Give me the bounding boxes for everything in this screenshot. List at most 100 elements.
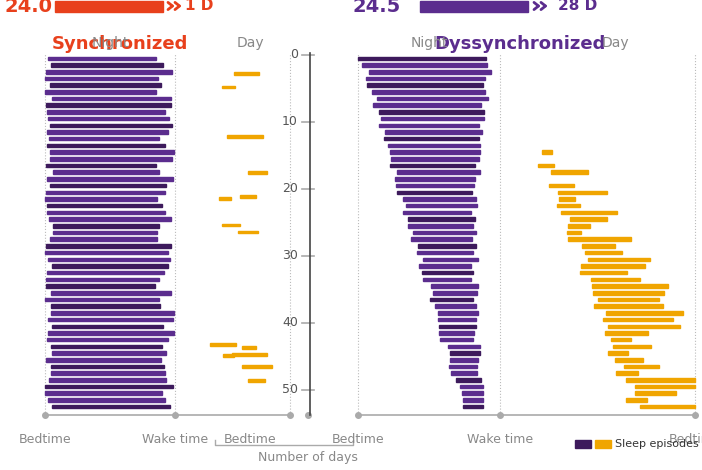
Bar: [397, 190, 472, 194]
Text: Sleep episodes: Sleep episodes: [615, 439, 698, 449]
Bar: [50, 83, 161, 87]
Bar: [603, 318, 673, 321]
Bar: [51, 371, 165, 375]
Bar: [51, 63, 163, 67]
Bar: [624, 365, 659, 368]
Bar: [559, 197, 574, 201]
Text: 28 D: 28 D: [558, 0, 597, 14]
Bar: [50, 150, 174, 154]
Bar: [222, 86, 235, 88]
Bar: [390, 164, 475, 167]
Bar: [222, 224, 239, 226]
Bar: [402, 211, 471, 214]
Text: Dyssynchronized: Dyssynchronized: [435, 35, 606, 53]
Bar: [397, 171, 480, 174]
Text: Bedtime: Bedtime: [224, 433, 277, 446]
Text: Night: Night: [91, 36, 128, 50]
Bar: [378, 97, 488, 100]
Bar: [557, 204, 580, 207]
Bar: [390, 150, 480, 154]
Bar: [46, 358, 161, 361]
Bar: [607, 351, 628, 355]
Bar: [48, 117, 169, 120]
Bar: [606, 311, 683, 314]
Bar: [448, 345, 479, 348]
Bar: [46, 278, 159, 281]
Bar: [381, 117, 484, 120]
Bar: [55, 1, 163, 12]
Bar: [591, 278, 640, 281]
Bar: [373, 103, 482, 107]
Text: Bedtime: Bedtime: [331, 433, 384, 446]
Bar: [595, 440, 611, 448]
Bar: [371, 90, 485, 94]
Bar: [53, 171, 159, 174]
Bar: [52, 264, 168, 268]
Bar: [52, 324, 163, 328]
Bar: [437, 318, 476, 321]
Bar: [420, 1, 528, 12]
Bar: [52, 97, 171, 100]
Bar: [396, 184, 474, 188]
Bar: [211, 343, 236, 345]
Bar: [449, 365, 477, 368]
Bar: [615, 358, 642, 361]
Bar: [48, 338, 168, 341]
Bar: [45, 90, 156, 94]
Bar: [568, 224, 590, 227]
Bar: [366, 77, 485, 80]
Bar: [234, 72, 260, 75]
Bar: [51, 345, 162, 348]
Bar: [46, 70, 172, 73]
Text: Day: Day: [236, 36, 264, 50]
Text: 10: 10: [282, 116, 298, 128]
Bar: [418, 244, 476, 248]
Bar: [593, 291, 663, 295]
Bar: [592, 284, 668, 288]
Bar: [45, 298, 159, 301]
Bar: [411, 237, 472, 241]
Bar: [219, 197, 231, 200]
Bar: [538, 164, 554, 167]
Bar: [48, 56, 156, 60]
Bar: [53, 224, 159, 227]
Bar: [50, 157, 171, 161]
Bar: [51, 291, 171, 295]
Bar: [463, 398, 483, 402]
Bar: [568, 237, 631, 241]
Bar: [438, 311, 477, 314]
Bar: [48, 211, 164, 214]
Bar: [625, 398, 647, 402]
Bar: [48, 318, 173, 321]
Bar: [46, 190, 165, 194]
Bar: [359, 56, 486, 60]
Bar: [223, 354, 234, 357]
Bar: [439, 331, 474, 335]
Bar: [48, 398, 165, 402]
Bar: [45, 197, 157, 201]
Bar: [432, 291, 477, 295]
Bar: [48, 137, 159, 141]
Bar: [450, 351, 480, 355]
Bar: [409, 217, 475, 221]
Bar: [45, 385, 173, 388]
Text: Synchronized: Synchronized: [52, 35, 188, 53]
Bar: [51, 184, 166, 188]
Bar: [49, 378, 166, 382]
Bar: [388, 144, 480, 147]
Bar: [242, 366, 272, 368]
Text: 0: 0: [290, 48, 298, 62]
Bar: [549, 184, 574, 188]
Bar: [227, 135, 263, 138]
Bar: [451, 371, 477, 375]
Bar: [598, 298, 659, 301]
Bar: [403, 197, 477, 201]
Bar: [588, 258, 650, 261]
Bar: [47, 130, 168, 134]
Text: 24.5: 24.5: [352, 0, 400, 16]
Bar: [51, 311, 173, 314]
Bar: [48, 258, 170, 261]
Bar: [48, 110, 164, 114]
Text: 30: 30: [282, 250, 298, 262]
Text: Number of days: Number of days: [258, 451, 358, 464]
